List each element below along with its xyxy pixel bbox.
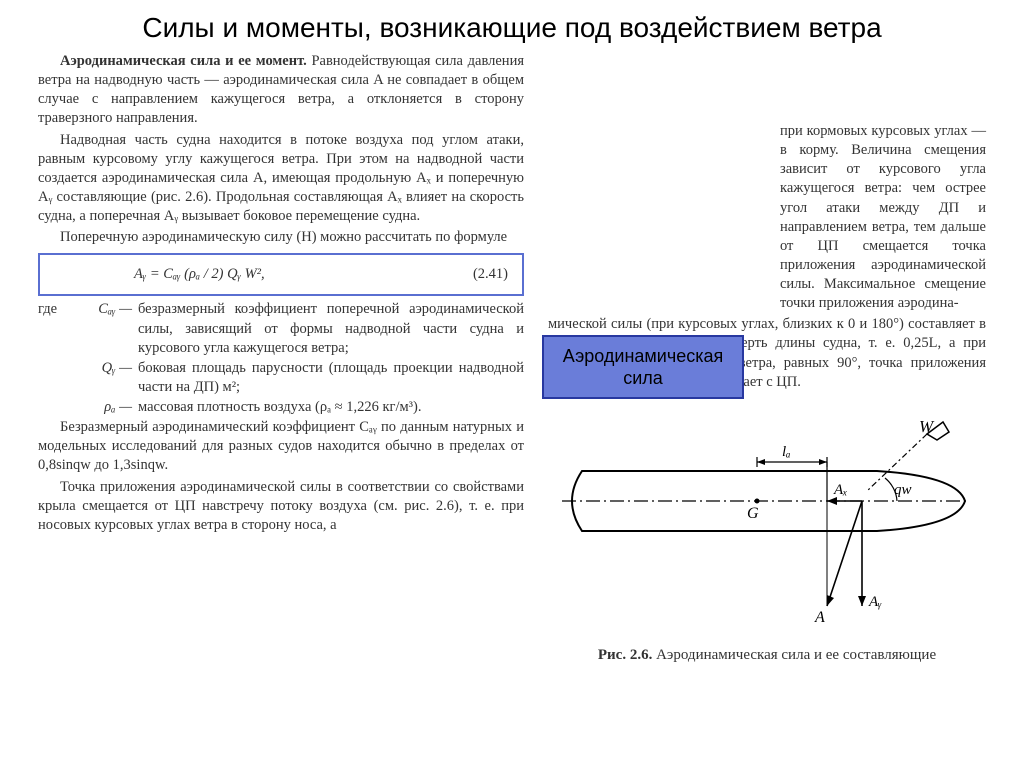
label-Ax: Aₓ [833, 482, 847, 498]
page-title: Силы и моменты, возникающие под воздейст… [0, 0, 1024, 52]
label-qw: qw [894, 482, 912, 498]
left-column: Аэродинамическая сила и ее момент. Равно… [38, 52, 524, 666]
section-heading: Аэродинамическая сила и ее момент. [60, 53, 307, 69]
def3-text: массовая плотность воздуха (ρₐ ≈ 1,226 к… [138, 398, 524, 417]
formula-equation: Aᵧ = Cₐᵧ (ρₐ / 2) Qᵧ W², [134, 265, 265, 284]
figure-caption-text: Аэродинамическая сила и ее составляющие [656, 647, 936, 663]
definition-list: где Cₐᵧ — безразмерный коэффициент попер… [38, 300, 524, 417]
label-A: A [814, 609, 825, 626]
callout-box: Аэродинамическая сила [542, 335, 744, 399]
paragraph-3: Поперечную аэродинамическую силу (Н) мож… [38, 228, 524, 247]
paragraph-5: Точка приложения аэродинамической силы в… [38, 478, 524, 535]
def1-symbol: Cₐᵧ — [80, 300, 138, 357]
def-row-2: Qᵧ — боковая площадь парусности (площадь… [38, 359, 524, 397]
where-label: где [38, 300, 80, 357]
def-row-1: где Cₐᵧ — безразмерный коэффициент попер… [38, 300, 524, 357]
def3-symbol: ρₐ — [80, 398, 138, 417]
formula-box: Aᵧ = Cₐᵧ (ρₐ / 2) Qᵧ W², (2.41) [38, 253, 524, 296]
def2-symbol: Qᵧ — [80, 359, 138, 397]
paragraph-1: Аэродинамическая сила и ее момент. Равно… [38, 52, 524, 129]
def2-text: боковая площадь парусности (площадь прое… [138, 359, 524, 397]
formula-number: (2.41) [473, 265, 508, 284]
label-lA: lₐ [782, 444, 791, 460]
paragraph-4: Безразмерный аэродинамический коэффициен… [38, 418, 524, 475]
def-row-3: ρₐ — массовая плотность воздуха (ρₐ ≈ 1,… [38, 398, 524, 417]
right-top-paragraph: при кормовых курсовых углах — в корму. В… [780, 122, 986, 313]
figure-caption: Рис. 2.6. Аэродинамическая сила и ее сос… [548, 646, 986, 666]
figure-caption-num: Рис. 2.6. [598, 647, 652, 663]
label-Ay: Aᵧ [868, 594, 882, 610]
label-G: G [747, 505, 759, 522]
content-area: Аэродинамическая сила и ее момент. Равно… [0, 52, 1024, 666]
label-W: W [919, 417, 935, 436]
ship-diagram: W qw G lₐ Aₓ Aᵧ [557, 416, 977, 636]
paragraph-2: Надводная часть судна находится в потоке… [38, 131, 524, 227]
def1-text: безразмерный коэффициент поперечной аэро… [138, 300, 524, 357]
